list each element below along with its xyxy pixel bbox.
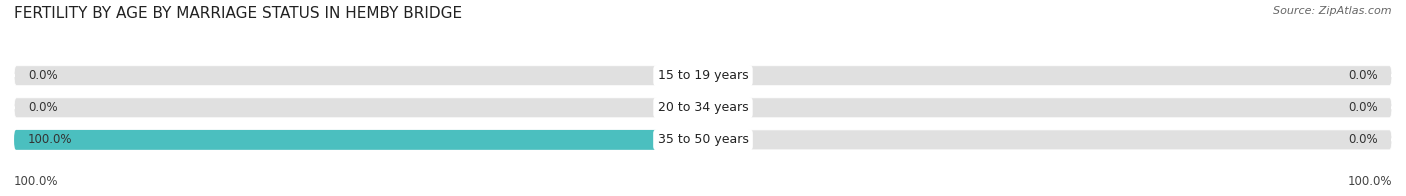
- Text: 100.0%: 100.0%: [14, 175, 59, 188]
- Text: Source: ZipAtlas.com: Source: ZipAtlas.com: [1274, 6, 1392, 16]
- FancyBboxPatch shape: [14, 130, 703, 150]
- FancyBboxPatch shape: [703, 130, 731, 150]
- FancyBboxPatch shape: [703, 66, 731, 86]
- Text: 0.0%: 0.0%: [1348, 133, 1378, 146]
- FancyBboxPatch shape: [14, 98, 703, 118]
- Text: 100.0%: 100.0%: [28, 133, 72, 146]
- Text: 0.0%: 0.0%: [1348, 69, 1378, 82]
- FancyBboxPatch shape: [703, 66, 1392, 86]
- Text: 0.0%: 0.0%: [28, 69, 58, 82]
- Text: 15 to 19 years: 15 to 19 years: [658, 69, 748, 82]
- FancyBboxPatch shape: [675, 98, 703, 118]
- Text: FERTILITY BY AGE BY MARRIAGE STATUS IN HEMBY BRIDGE: FERTILITY BY AGE BY MARRIAGE STATUS IN H…: [14, 6, 463, 21]
- Text: 0.0%: 0.0%: [28, 101, 58, 114]
- FancyBboxPatch shape: [675, 66, 703, 86]
- FancyBboxPatch shape: [703, 98, 1392, 118]
- FancyBboxPatch shape: [14, 130, 703, 150]
- Text: 0.0%: 0.0%: [1348, 101, 1378, 114]
- Text: 20 to 34 years: 20 to 34 years: [658, 101, 748, 114]
- FancyBboxPatch shape: [703, 98, 731, 118]
- Text: 100.0%: 100.0%: [1347, 175, 1392, 188]
- FancyBboxPatch shape: [14, 66, 703, 86]
- Text: 35 to 50 years: 35 to 50 years: [658, 133, 748, 146]
- FancyBboxPatch shape: [703, 130, 1392, 150]
